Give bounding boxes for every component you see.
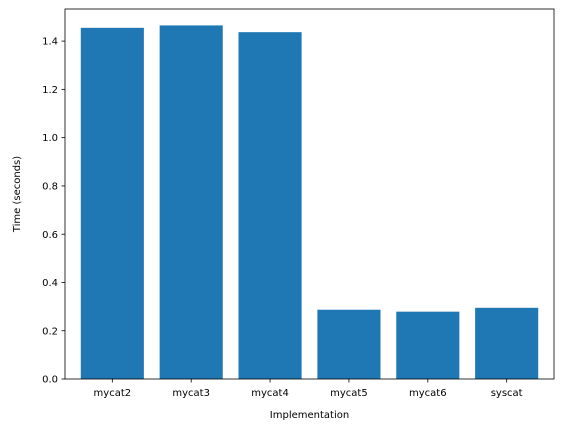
x-axis: mycat2 mycat3 mycat4 mycat5 mycat6 syscat bbox=[94, 379, 523, 399]
y-tick-label: 1.0 bbox=[42, 133, 58, 144]
bar-mycat4 bbox=[238, 32, 302, 379]
y-tick-label: 0.4 bbox=[42, 278, 58, 289]
bars-group bbox=[80, 25, 539, 380]
x-tick-label: mycat3 bbox=[172, 388, 210, 399]
y-tick-label: 0.8 bbox=[42, 182, 58, 193]
x-tick-label: mycat4 bbox=[251, 388, 289, 399]
y-tick-label: 1.4 bbox=[42, 37, 58, 48]
x-tick-label: mycat2 bbox=[94, 388, 132, 399]
bar-syscat bbox=[475, 307, 539, 379]
y-axis-label: Time (seconds) bbox=[12, 156, 23, 233]
y-tick-label: 1.2 bbox=[42, 85, 58, 96]
y-axis: 0.0 0.2 0.4 0.6 0.8 1.0 1.2 1.4 bbox=[42, 37, 65, 386]
y-tick-label: 0.6 bbox=[42, 230, 58, 241]
bar-mycat6 bbox=[396, 311, 460, 379]
y-tick-label: 0.0 bbox=[42, 375, 58, 386]
bar-mycat3 bbox=[159, 25, 223, 380]
x-axis-label: Implementation bbox=[270, 410, 349, 421]
y-tick-label: 0.2 bbox=[42, 326, 58, 337]
bar-mycat2 bbox=[80, 27, 144, 379]
x-tick-label: mycat5 bbox=[330, 388, 368, 399]
bar-mycat5 bbox=[317, 309, 381, 379]
x-tick-label: mycat6 bbox=[409, 388, 447, 399]
plot-frame bbox=[64, 8, 555, 380]
x-tick-label: syscat bbox=[491, 388, 523, 399]
